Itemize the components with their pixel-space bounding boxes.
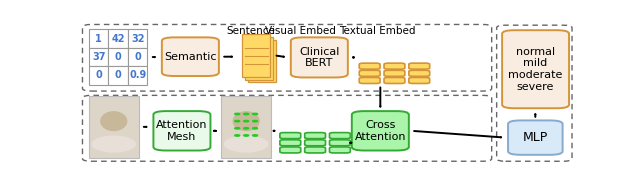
FancyBboxPatch shape <box>409 70 429 76</box>
FancyBboxPatch shape <box>352 111 409 150</box>
FancyBboxPatch shape <box>330 147 350 153</box>
Circle shape <box>253 113 257 115</box>
Text: 1: 1 <box>95 34 102 44</box>
Text: Attention
Mesh: Attention Mesh <box>156 120 207 142</box>
Bar <box>128 66 147 85</box>
Text: 0: 0 <box>95 70 102 80</box>
FancyBboxPatch shape <box>248 39 276 82</box>
FancyBboxPatch shape <box>502 30 569 108</box>
Text: 0: 0 <box>115 52 122 62</box>
Circle shape <box>235 128 240 129</box>
Text: Textual Embed: Textual Embed <box>339 26 416 36</box>
FancyBboxPatch shape <box>162 37 219 76</box>
Bar <box>89 96 138 158</box>
Bar <box>108 66 128 85</box>
Bar <box>128 30 147 48</box>
FancyBboxPatch shape <box>384 70 405 76</box>
FancyBboxPatch shape <box>359 63 380 69</box>
FancyBboxPatch shape <box>280 147 301 153</box>
Circle shape <box>253 120 257 122</box>
FancyBboxPatch shape <box>305 133 326 139</box>
Circle shape <box>244 113 248 115</box>
Ellipse shape <box>224 135 269 153</box>
FancyBboxPatch shape <box>280 140 301 146</box>
Bar <box>89 48 108 66</box>
Ellipse shape <box>100 111 127 131</box>
Text: 42: 42 <box>111 34 125 44</box>
Text: 0: 0 <box>115 70 122 80</box>
FancyBboxPatch shape <box>305 147 326 153</box>
Bar <box>128 48 147 66</box>
FancyBboxPatch shape <box>409 63 429 69</box>
FancyBboxPatch shape <box>330 140 350 146</box>
Text: 0: 0 <box>134 52 141 62</box>
Circle shape <box>244 135 248 136</box>
Text: Visual Embed: Visual Embed <box>266 26 336 36</box>
Text: normal
mild
moderate
severe: normal mild moderate severe <box>508 47 563 92</box>
Text: MLP: MLP <box>523 131 548 144</box>
Text: Cross
Attention: Cross Attention <box>355 120 406 142</box>
FancyBboxPatch shape <box>154 111 211 150</box>
Text: 37: 37 <box>92 52 106 62</box>
FancyBboxPatch shape <box>291 37 348 77</box>
Text: 32: 32 <box>131 34 145 44</box>
Text: Clinical
BERT: Clinical BERT <box>299 47 339 68</box>
FancyBboxPatch shape <box>245 37 273 80</box>
Text: Semantic: Semantic <box>164 52 216 62</box>
FancyBboxPatch shape <box>305 140 326 146</box>
Bar <box>108 48 128 66</box>
FancyBboxPatch shape <box>243 34 269 77</box>
FancyBboxPatch shape <box>359 77 380 84</box>
Ellipse shape <box>92 135 136 153</box>
FancyBboxPatch shape <box>508 120 563 155</box>
FancyBboxPatch shape <box>359 70 380 76</box>
Circle shape <box>235 135 240 136</box>
Text: Sentence: Sentence <box>227 26 276 36</box>
FancyBboxPatch shape <box>330 133 350 139</box>
Bar <box>221 96 271 158</box>
Bar <box>108 30 128 48</box>
Ellipse shape <box>232 111 260 131</box>
Bar <box>89 66 108 85</box>
Circle shape <box>244 128 248 129</box>
Circle shape <box>244 120 248 122</box>
Circle shape <box>253 128 257 129</box>
FancyBboxPatch shape <box>384 63 405 69</box>
Circle shape <box>253 135 257 136</box>
FancyBboxPatch shape <box>384 77 405 84</box>
FancyBboxPatch shape <box>409 77 429 84</box>
Circle shape <box>235 120 240 122</box>
Text: 0.9: 0.9 <box>129 70 147 80</box>
FancyBboxPatch shape <box>280 133 301 139</box>
Circle shape <box>235 113 240 115</box>
Bar <box>89 30 108 48</box>
